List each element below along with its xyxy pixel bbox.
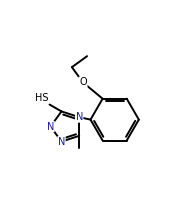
Text: N: N [58, 137, 65, 147]
Text: N: N [75, 112, 83, 122]
Text: N: N [47, 121, 54, 132]
Text: HS: HS [35, 93, 48, 103]
Text: O: O [79, 77, 87, 87]
